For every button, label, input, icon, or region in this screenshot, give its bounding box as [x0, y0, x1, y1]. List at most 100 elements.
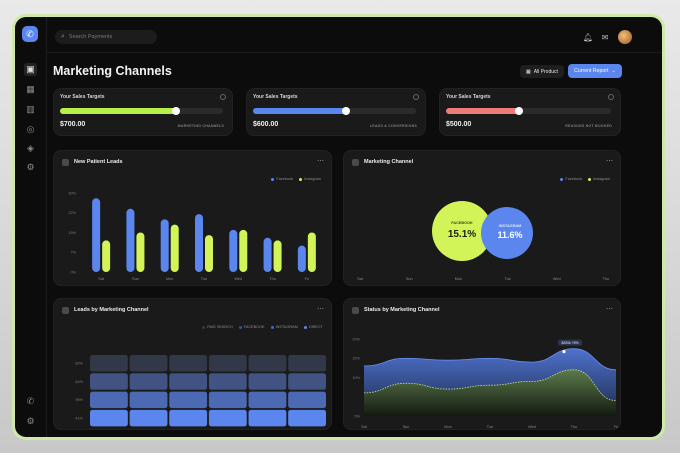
target-card-leads: Your Sales Targets $600.00 LEADS & CONVE…	[246, 88, 426, 136]
progress-track	[253, 107, 416, 115]
bar-instagram[interactable]	[205, 235, 213, 272]
grid-icon[interactable]: ▦	[26, 84, 35, 94]
bar-instagram[interactable]	[307, 232, 316, 273]
users-icon	[62, 159, 69, 166]
heatmap-cell[interactable]	[248, 355, 287, 372]
bar-facebook[interactable]	[263, 237, 272, 272]
heatmap-cell[interactable]	[129, 355, 168, 372]
heatmap-cell[interactable]	[90, 391, 128, 409]
heatmap-cell[interactable]	[248, 373, 287, 390]
target-card-reasons: Your Sales Targets $500.00 REASONS NOT B…	[439, 88, 621, 136]
info-icon[interactable]	[220, 94, 226, 100]
heatmap-cell[interactable]	[169, 373, 208, 390]
progress-handle[interactable]	[514, 107, 523, 115]
heatmap-cell[interactable]	[90, 355, 128, 372]
facebook-circle	[432, 201, 492, 261]
heatmap-cell[interactable]	[90, 409, 128, 427]
more-options-icon[interactable]: ⋯	[606, 158, 613, 165]
legend-label: Facebook	[276, 177, 294, 181]
more-options-icon[interactable]: ⋯	[317, 158, 324, 165]
bell-icon[interactable]: 🔔︎	[582, 32, 594, 42]
bar-facebook[interactable]	[92, 198, 101, 272]
bar-chart-icon[interactable]: ▥	[26, 104, 35, 114]
heatmap-cell[interactable]	[288, 409, 326, 427]
heatmap-cell[interactable]	[208, 409, 247, 427]
chevron-down-icon: ⌄	[611, 68, 616, 74]
bar-instagram[interactable]	[136, 232, 145, 273]
bar-instagram[interactable]	[102, 240, 111, 272]
heatmap-cell[interactable]	[129, 391, 168, 409]
heatmap-cell[interactable]	[208, 355, 247, 372]
heatmap-cell[interactable]	[129, 409, 168, 427]
x-tick-label: Tue	[201, 277, 207, 281]
facebook-label: FACEBOOK	[451, 221, 473, 225]
panel-title: New Patient Leads	[74, 159, 123, 165]
heatmap-cell[interactable]	[129, 373, 168, 390]
avatar[interactable]	[618, 30, 632, 44]
tooltip-marker[interactable]	[562, 350, 566, 354]
bar-facebook[interactable]	[126, 208, 135, 272]
info-icon[interactable]	[413, 94, 419, 100]
heatmap-cell[interactable]	[208, 373, 247, 390]
leads-bar-chart: 0% 7% 15% 22% 30% Sat Sun Mon Tue Wed Thu Fri	[68, 191, 316, 281]
more-options-icon[interactable]: ⋯	[317, 306, 324, 313]
line-green	[363, 369, 617, 401]
progress-handle[interactable]	[341, 107, 350, 115]
heatmap-cell[interactable]	[248, 391, 287, 409]
heatmap-cell[interactable]	[90, 373, 128, 390]
target-card-marketing: Your Sales Targets $700.00 MARKETING CHA…	[53, 88, 233, 136]
x-tick-label: Mon	[444, 425, 451, 429]
search-input[interactable]	[68, 34, 149, 40]
legend-swatch	[299, 177, 303, 181]
progress-handle[interactable]	[171, 107, 180, 115]
line-blue	[363, 348, 617, 371]
more-options-icon[interactable]: ⋯	[606, 306, 613, 313]
mail-icon[interactable]: ✉	[601, 32, 609, 42]
heatmap-cell[interactable]	[169, 355, 208, 372]
sidebar: ✆ ▣ ▦ ▥ ◎ ◈ ⚙ ✆ ⚙	[15, 17, 47, 437]
heatmap-cell[interactable]	[288, 355, 326, 372]
bar-instagram[interactable]	[273, 240, 282, 272]
info-icon[interactable]	[608, 94, 614, 100]
status-area-chart: 0% 10% 15% 20% $200k +5% Sat Sun Mon Tue Wed Thu Fr…	[352, 337, 618, 429]
heatmap-cell[interactable]	[208, 391, 247, 409]
venn-chart: FACEBOOK 15.1% INSTAGRAM 11.6% Sat Sun Mon…	[357, 201, 609, 281]
circle-icon[interactable]: ◎	[26, 124, 35, 134]
layers-icon[interactable]: ◈	[27, 143, 34, 153]
heatmap-cell[interactable]	[169, 391, 208, 409]
heatmap-cell[interactable]	[248, 409, 287, 427]
app-logo-icon[interactable]: ✆	[22, 26, 38, 42]
tooltip-box	[558, 339, 582, 346]
legend-label: PAID SEARCH	[207, 325, 233, 329]
all-product-button[interactable]: ▦ All Product	[520, 65, 564, 78]
dashboard-icon[interactable]: ▣	[24, 63, 37, 76]
legend-swatch	[271, 177, 275, 181]
bar-instagram[interactable]	[170, 224, 179, 272]
bar-facebook[interactable]	[229, 229, 238, 272]
heatmap-cell[interactable]	[288, 373, 326, 390]
heatmap-cell[interactable]	[169, 409, 208, 427]
search-box[interactable]: ⌕	[55, 30, 157, 44]
x-tick-label: Mon	[166, 277, 173, 281]
x-tick-label: Wed	[553, 277, 561, 281]
bar-facebook[interactable]	[160, 219, 169, 272]
panel-title: Marketing Channel	[364, 159, 414, 165]
chart-legend: Facebook Instagram	[271, 177, 321, 181]
x-tick-label: Sun	[403, 425, 410, 429]
gear-icon[interactable]: ⚙	[26, 416, 35, 426]
bar-instagram[interactable]	[239, 229, 248, 272]
current-report-button[interactable]: Current Report ⌄	[568, 64, 622, 78]
target-value: $500.00	[446, 121, 472, 128]
status-by-channel-panel: Status by Marketing Channel ⋯ 0% 10% 15% 20…	[343, 298, 621, 430]
phone-icon[interactable]: ✆	[26, 396, 35, 406]
bar-facebook[interactable]	[195, 214, 203, 272]
x-tick-label: Wed	[234, 277, 242, 281]
heatmap-cell[interactable]	[288, 391, 326, 409]
facebook-value: 15.1%	[448, 229, 476, 240]
row-label: 41%	[75, 416, 83, 420]
settings-icon[interactable]: ⚙	[26, 162, 35, 172]
bar-facebook[interactable]	[297, 245, 306, 272]
device-frame: ✆ ▣ ▦ ▥ ◎ ◈ ⚙ ✆ ⚙ ⌕ 🔔︎ ✉ Marketing Chann…	[12, 14, 665, 440]
legend-label: Facebook	[565, 177, 583, 181]
